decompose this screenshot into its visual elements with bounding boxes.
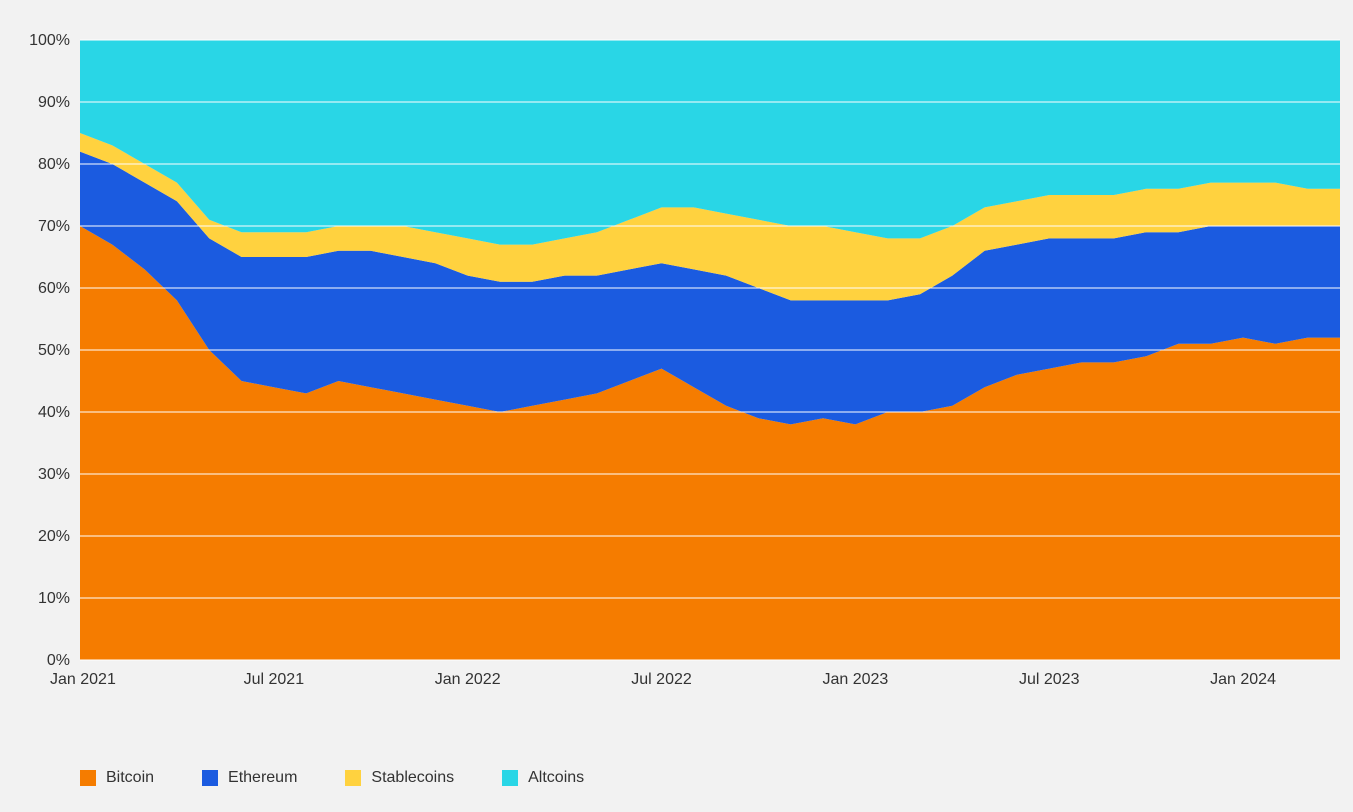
swatch-ethereum (202, 770, 218, 786)
x-tick-label: Jan 2023 (822, 671, 888, 688)
y-tick-label: 40% (38, 404, 70, 421)
chart-legend: Bitcoin Ethereum Stablecoins Altcoins (80, 769, 584, 787)
x-tick-label: Jul 2021 (244, 671, 305, 688)
y-tick-label: 90% (38, 94, 70, 111)
y-tick-label: 20% (38, 528, 70, 545)
chart-svg: 0% 10% 20% 30% 40% 50% 60% 70% 80% 90% 100% Jan 202… (0, 0, 1353, 812)
legend-label-bitcoin: Bitcoin (106, 769, 154, 787)
swatch-stablecoins (345, 770, 361, 786)
legend-item-altcoins: Altcoins (502, 769, 584, 787)
y-tick-label: 10% (38, 590, 70, 607)
y-tick-label: 100% (29, 32, 70, 49)
y-tick-label: 0% (47, 652, 70, 669)
market-dominance-chart: 0% 10% 20% 30% 40% 50% 60% 70% 80% 90% 100% Jan 202… (0, 0, 1353, 812)
legend-label-ethereum: Ethereum (228, 769, 297, 787)
legend-item-ethereum: Ethereum (202, 769, 297, 787)
y-tick-label: 70% (38, 218, 70, 235)
x-tick-label: Jul 2023 (1019, 671, 1080, 688)
x-axis: Jan 2021 Jul 2021 Jan 2022 Jul 2022 Jan 2023… (50, 671, 1276, 688)
swatch-altcoins (502, 770, 518, 786)
x-tick-label: Jan 2021 (50, 671, 116, 688)
legend-item-bitcoin: Bitcoin (80, 769, 154, 787)
y-tick-label: 30% (38, 466, 70, 483)
legend-label-altcoins: Altcoins (528, 769, 584, 787)
y-tick-label: 50% (38, 342, 70, 359)
y-axis: 0% 10% 20% 30% 40% 50% 60% 70% 80% 90% 100% (29, 32, 70, 669)
x-tick-label: Jul 2022 (631, 671, 692, 688)
legend-label-stablecoins: Stablecoins (371, 769, 454, 787)
y-tick-label: 80% (38, 156, 70, 173)
x-tick-label: Jan 2022 (435, 671, 501, 688)
x-tick-label: Jan 2024 (1210, 671, 1276, 688)
y-tick-label: 60% (38, 280, 70, 297)
swatch-bitcoin (80, 770, 96, 786)
legend-item-stablecoins: Stablecoins (345, 769, 454, 787)
